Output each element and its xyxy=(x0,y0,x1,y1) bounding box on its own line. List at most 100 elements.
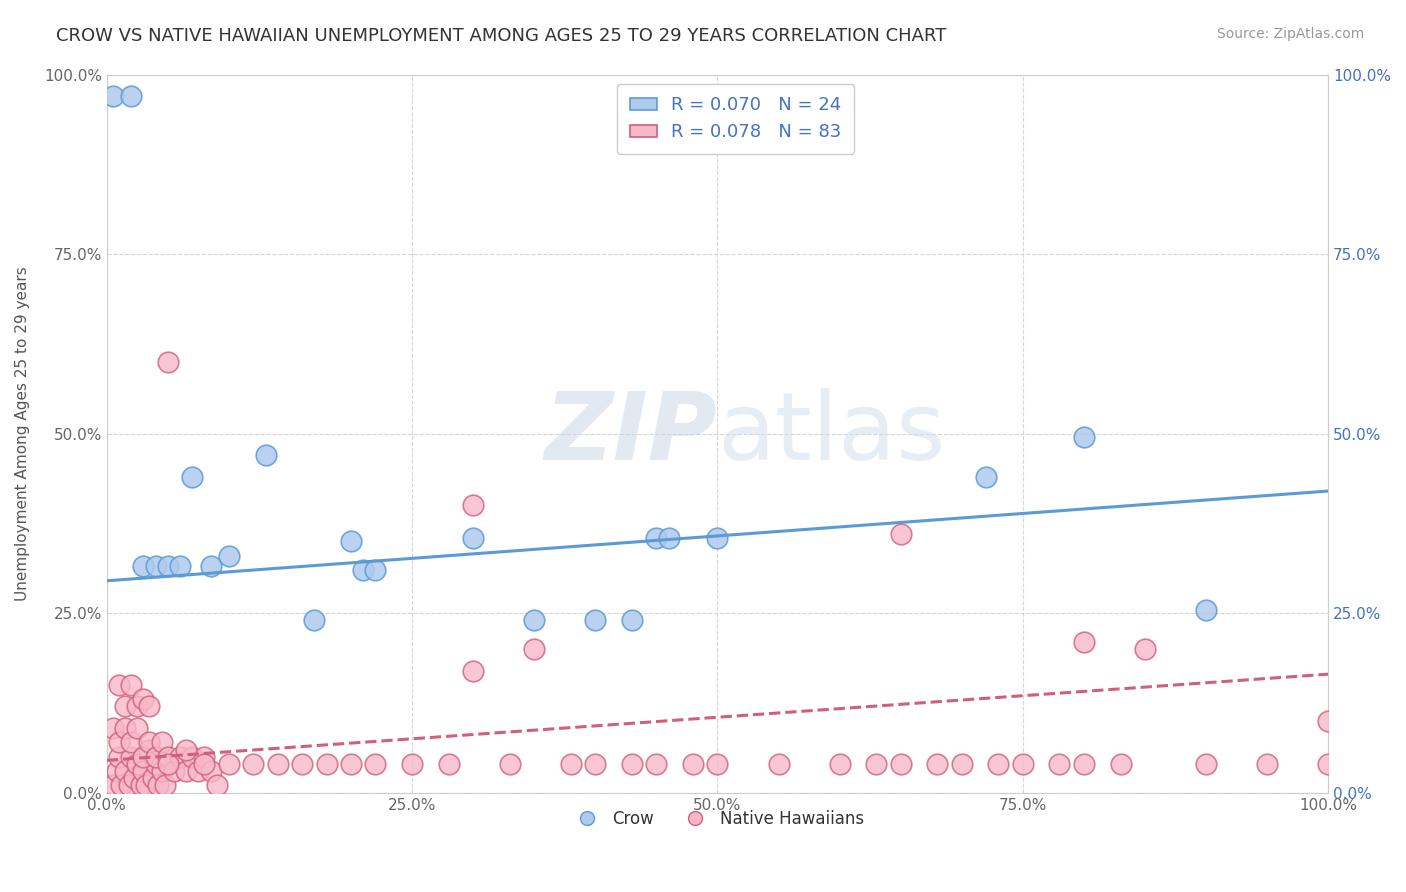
Point xyxy=(523,613,546,627)
Point xyxy=(114,764,136,778)
Point xyxy=(1133,642,1156,657)
Point xyxy=(1073,635,1095,649)
Point xyxy=(463,499,485,513)
Point xyxy=(1073,756,1095,771)
Point xyxy=(120,678,142,692)
Point xyxy=(150,764,173,778)
Point xyxy=(890,527,912,541)
Legend: Crow, Native Hawaiians: Crow, Native Hawaiians xyxy=(564,804,872,835)
Point xyxy=(122,772,145,786)
Point xyxy=(620,613,643,627)
Point xyxy=(127,756,149,771)
Point xyxy=(267,756,290,771)
Point xyxy=(120,749,142,764)
Point xyxy=(1011,756,1033,771)
Text: atlas: atlas xyxy=(717,388,946,480)
Point xyxy=(364,756,387,771)
Point xyxy=(1109,756,1132,771)
Point xyxy=(1256,756,1278,771)
Point xyxy=(101,779,124,793)
Point xyxy=(463,531,485,545)
Point xyxy=(218,756,240,771)
Point xyxy=(200,764,222,778)
Point xyxy=(174,764,197,778)
Point xyxy=(200,559,222,574)
Point xyxy=(105,764,128,778)
Point xyxy=(145,749,167,764)
Point xyxy=(1195,756,1218,771)
Y-axis label: Unemployment Among Ages 25 to 29 years: Unemployment Among Ages 25 to 29 years xyxy=(15,266,30,601)
Point xyxy=(108,678,131,692)
Point xyxy=(156,756,179,771)
Point xyxy=(583,613,606,627)
Text: Source: ZipAtlas.com: Source: ZipAtlas.com xyxy=(1216,27,1364,41)
Point xyxy=(156,355,179,369)
Point xyxy=(340,534,363,549)
Point xyxy=(114,721,136,735)
Point xyxy=(315,756,337,771)
Point xyxy=(114,699,136,714)
Point xyxy=(127,699,149,714)
Point xyxy=(1195,602,1218,616)
Point xyxy=(150,735,173,749)
Point xyxy=(706,531,728,545)
Point xyxy=(163,764,186,778)
Point xyxy=(340,756,363,771)
Point xyxy=(1073,430,1095,444)
Point xyxy=(174,742,197,756)
Point xyxy=(218,549,240,563)
Point xyxy=(120,89,142,103)
Point xyxy=(156,749,179,764)
Point xyxy=(155,779,177,793)
Point xyxy=(987,756,1010,771)
Point xyxy=(129,779,152,793)
Point xyxy=(242,756,264,771)
Point xyxy=(135,779,157,793)
Point xyxy=(146,779,169,793)
Point xyxy=(254,448,277,462)
Point xyxy=(169,749,191,764)
Point xyxy=(1049,756,1071,771)
Point xyxy=(101,721,124,735)
Point xyxy=(890,756,912,771)
Point xyxy=(187,764,209,778)
Point xyxy=(193,749,215,764)
Point xyxy=(645,756,668,771)
Point xyxy=(583,756,606,771)
Point xyxy=(132,749,155,764)
Point xyxy=(156,559,179,574)
Point xyxy=(138,742,160,756)
Point xyxy=(974,469,997,483)
Point xyxy=(138,735,160,749)
Point xyxy=(181,749,204,764)
Point xyxy=(1317,714,1340,728)
Point xyxy=(706,756,728,771)
Point xyxy=(620,756,643,771)
Point xyxy=(927,756,949,771)
Point xyxy=(110,779,132,793)
Point xyxy=(304,613,326,627)
Text: CROW VS NATIVE HAWAIIAN UNEMPLOYMENT AMONG AGES 25 TO 29 YEARS CORRELATION CHART: CROW VS NATIVE HAWAIIAN UNEMPLOYMENT AMO… xyxy=(56,27,946,45)
Point xyxy=(132,764,155,778)
Point xyxy=(950,756,973,771)
Point xyxy=(682,756,704,771)
Point xyxy=(523,642,546,657)
Point xyxy=(127,721,149,735)
Point xyxy=(142,772,165,786)
Point xyxy=(132,559,155,574)
Point xyxy=(768,756,790,771)
Text: ZIP: ZIP xyxy=(544,388,717,480)
Point xyxy=(1317,756,1340,771)
Point xyxy=(364,563,387,577)
Point xyxy=(118,779,141,793)
Point xyxy=(138,699,160,714)
Point xyxy=(463,664,485,678)
Point xyxy=(865,756,887,771)
Point xyxy=(437,756,460,771)
Point xyxy=(108,735,131,749)
Point xyxy=(145,559,167,574)
Point xyxy=(560,756,582,771)
Point xyxy=(132,692,155,706)
Point xyxy=(169,559,191,574)
Point xyxy=(401,756,423,771)
